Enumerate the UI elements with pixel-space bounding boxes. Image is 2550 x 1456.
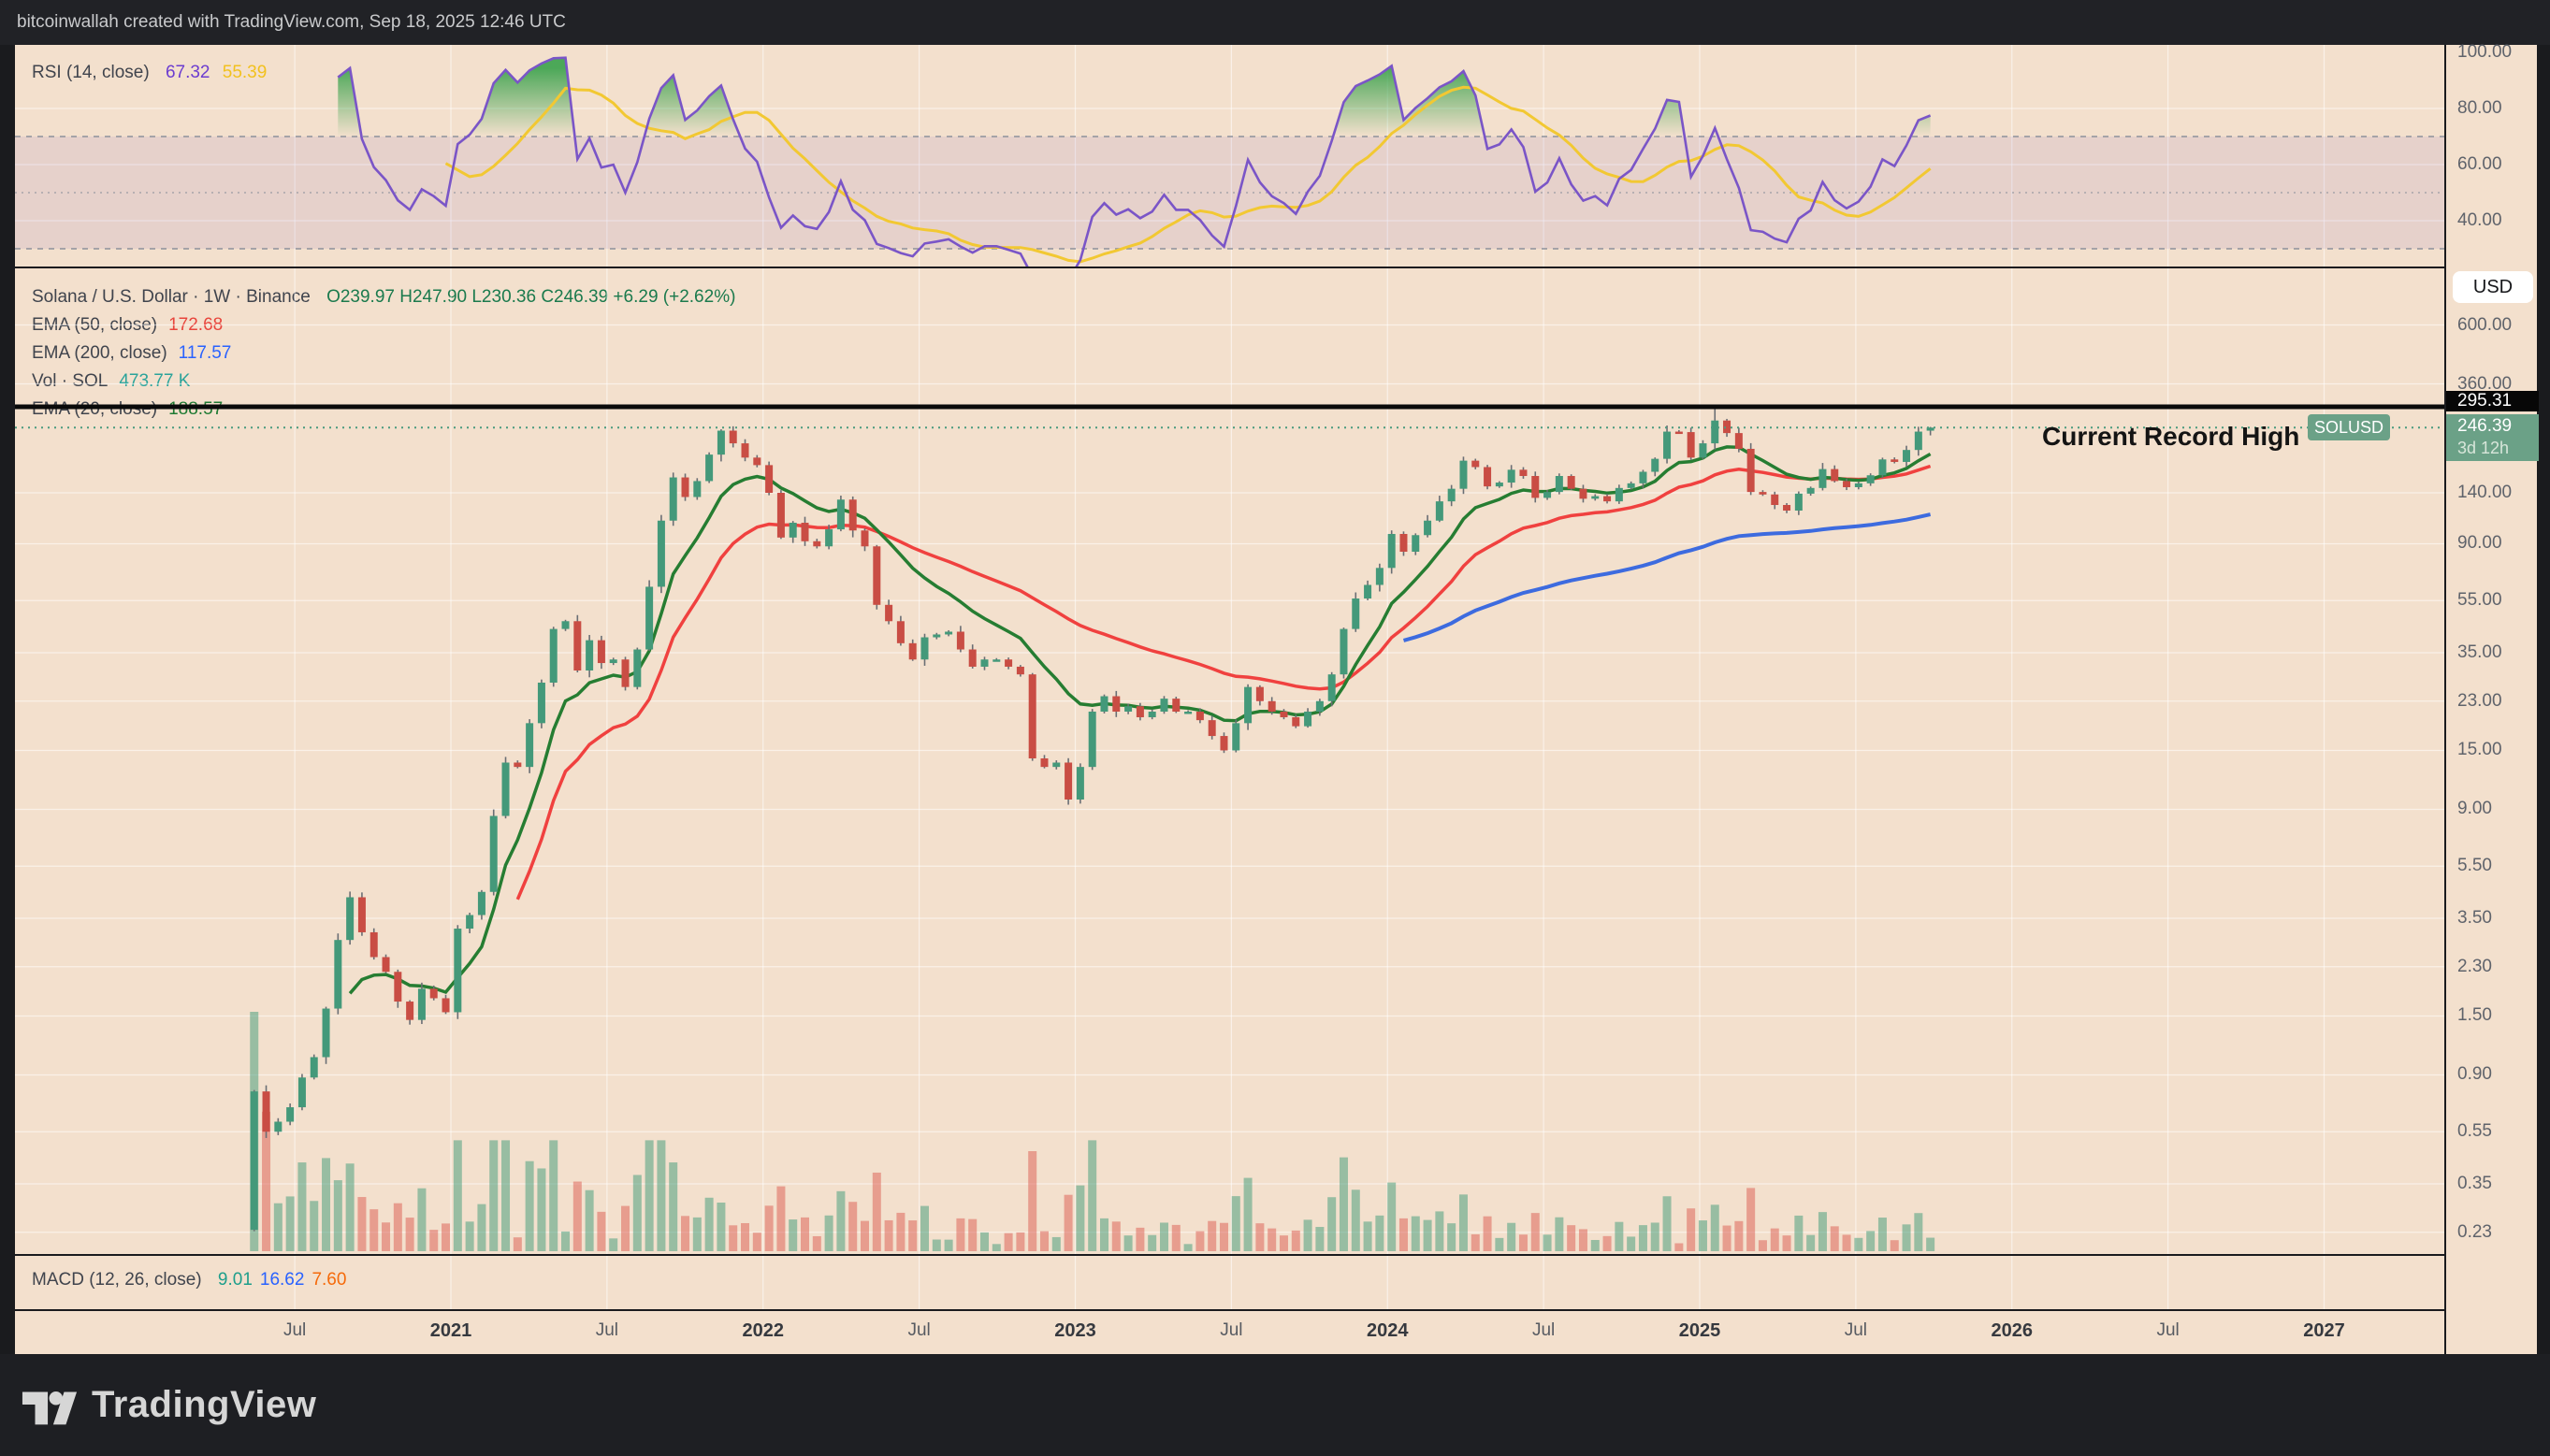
pane-separator-macd-axis[interactable] bbox=[15, 1309, 2537, 1311]
price-scale[interactable]: USD 295.31 246.39 3d 12h 100.00 80.00 60.0… bbox=[2444, 42, 2539, 1354]
indicator-value: 117.57 bbox=[178, 343, 232, 363]
last-price-value: 246.39 bbox=[2457, 416, 2513, 436]
price-tick-label: 5.50 bbox=[2457, 856, 2492, 876]
price-tick-label: 0.55 bbox=[2457, 1121, 2492, 1142]
time-tick-label: Jul bbox=[1844, 1320, 1868, 1340]
rsi-legend-title: RSI (14, close) bbox=[32, 63, 150, 82]
indicator-value: 473.77 K bbox=[119, 371, 191, 391]
price-tick-label: 0.35 bbox=[2457, 1173, 2492, 1193]
indicator-value: 188.57 bbox=[168, 399, 224, 419]
macd-legend-title: MACD (12, 26, close) bbox=[32, 1270, 202, 1290]
tradingview-brand-text: TradingView bbox=[92, 1383, 317, 1425]
price-tick-label: 80.00 bbox=[2457, 98, 2502, 118]
tradingview-logo-icon bbox=[22, 1391, 78, 1425]
indicator-legend-row: EMA (50, close) 172.68 bbox=[32, 314, 223, 337]
time-tick-label: 2026 bbox=[1991, 1320, 2034, 1341]
time-tick-label: 2022 bbox=[742, 1320, 785, 1341]
price-tick-label: 23.00 bbox=[2457, 690, 2502, 711]
rsi-value: 67.32 bbox=[165, 63, 210, 82]
time-tick-label: Jul bbox=[1220, 1320, 1243, 1340]
indicator-legend-row: EMA (200, close) 117.57 bbox=[32, 342, 231, 365]
chart-canvas[interactable] bbox=[15, 45, 2537, 1354]
time-axis[interactable]: Jul 2021 Jul 2022 Jul 2023 Jul 2024 Jul 2025 Jul 20… bbox=[15, 1309, 2444, 1354]
time-tick-label: 2024 bbox=[1367, 1320, 1409, 1341]
price-tick-label: 360.00 bbox=[2457, 373, 2513, 394]
symbol-title: Solana / U.S. Dollar · 1W · Binance bbox=[32, 287, 311, 307]
time-tick-label: 2023 bbox=[1054, 1320, 1096, 1341]
chart-container: RSI (14, close) 67.32 55.39 Solana / U.S… bbox=[15, 42, 2539, 1354]
indicator-label: EMA (20, close) bbox=[32, 399, 158, 419]
indicator-label: EMA (200, close) bbox=[32, 343, 167, 363]
price-tick-label: 90.00 bbox=[2457, 533, 2502, 554]
rsi-legend: RSI (14, close) 67.32 55.39 bbox=[32, 62, 267, 84]
macd-legend: MACD (12, 26, close) 9.01 16.62 7.60 bbox=[32, 1269, 346, 1291]
attribution-text: bitcoinwallah created with TradingView.c… bbox=[17, 12, 566, 32]
price-tick-label: 40.00 bbox=[2457, 210, 2502, 230]
price-tick-label: 9.00 bbox=[2457, 799, 2492, 819]
price-tick-label: 600.00 bbox=[2457, 314, 2513, 335]
record-high-price-badge: 295.31 bbox=[2446, 391, 2539, 411]
indicator-legend-row: EMA (20, close) 188.57 bbox=[32, 398, 223, 421]
price-tick-label: 1.50 bbox=[2457, 1005, 2492, 1026]
macd-value: 7.60 bbox=[312, 1270, 347, 1290]
ohlc-values: O239.97 H247.90 L230.36 C246.39 +6.29 (+… bbox=[326, 287, 736, 307]
macd-value: 16.62 bbox=[259, 1270, 305, 1290]
tradingview-brand: TradingView bbox=[21, 1378, 316, 1431]
price-tick-label: 0.90 bbox=[2457, 1064, 2492, 1085]
pane-separator-rsi-main[interactable] bbox=[15, 267, 2537, 268]
rsi-ma-value: 55.39 bbox=[222, 63, 268, 82]
time-tick-label: 2027 bbox=[2303, 1320, 2345, 1341]
bar-countdown: 3d 12h bbox=[2457, 439, 2510, 457]
time-tick-label: Jul bbox=[907, 1320, 931, 1340]
time-tick-label: 2021 bbox=[429, 1320, 472, 1341]
indicator-legend-row: Vol · SOL 473.77 K bbox=[32, 370, 190, 393]
record-high-annotation: Current Record High bbox=[2042, 422, 2300, 451]
indicator-label: Vol · SOL bbox=[32, 371, 109, 391]
price-tick-label: 2.30 bbox=[2457, 956, 2492, 976]
time-tick-label: Jul bbox=[2156, 1320, 2180, 1340]
last-price-badge: 246.39 3d 12h bbox=[2446, 414, 2539, 461]
time-tick-label: Jul bbox=[1531, 1320, 1556, 1340]
price-tick-label: 35.00 bbox=[2457, 642, 2502, 662]
time-tick-label: Jul bbox=[595, 1320, 619, 1340]
attribution-bar: bitcoinwallah created with TradingView.c… bbox=[0, 0, 2550, 45]
price-tick-label: 140.00 bbox=[2457, 483, 2513, 502]
time-tick-label: Jul bbox=[283, 1320, 307, 1340]
indicator-value: 172.68 bbox=[168, 315, 224, 335]
price-tick-label: 55.00 bbox=[2457, 590, 2502, 611]
symbol-price-label: SOLUSD bbox=[2308, 414, 2390, 440]
price-tick-label: 15.00 bbox=[2457, 740, 2502, 760]
indicator-label: EMA (50, close) bbox=[32, 315, 158, 335]
currency-toggle-button[interactable]: USD bbox=[2453, 271, 2533, 303]
price-tick-label: 0.23 bbox=[2457, 1221, 2492, 1242]
footer-bar: TradingView bbox=[0, 1354, 2550, 1456]
symbol-legend: Solana / U.S. Dollar · 1W · Binance O239… bbox=[32, 286, 735, 309]
macd-value: 9.01 bbox=[217, 1270, 253, 1290]
price-tick-label: 3.50 bbox=[2457, 907, 2492, 928]
time-tick-label: 2025 bbox=[1678, 1320, 1721, 1341]
pane-separator-main-macd[interactable] bbox=[15, 1254, 2537, 1256]
price-tick-label: 100.00 bbox=[2457, 42, 2513, 62]
price-tick-label: 60.00 bbox=[2457, 154, 2502, 174]
